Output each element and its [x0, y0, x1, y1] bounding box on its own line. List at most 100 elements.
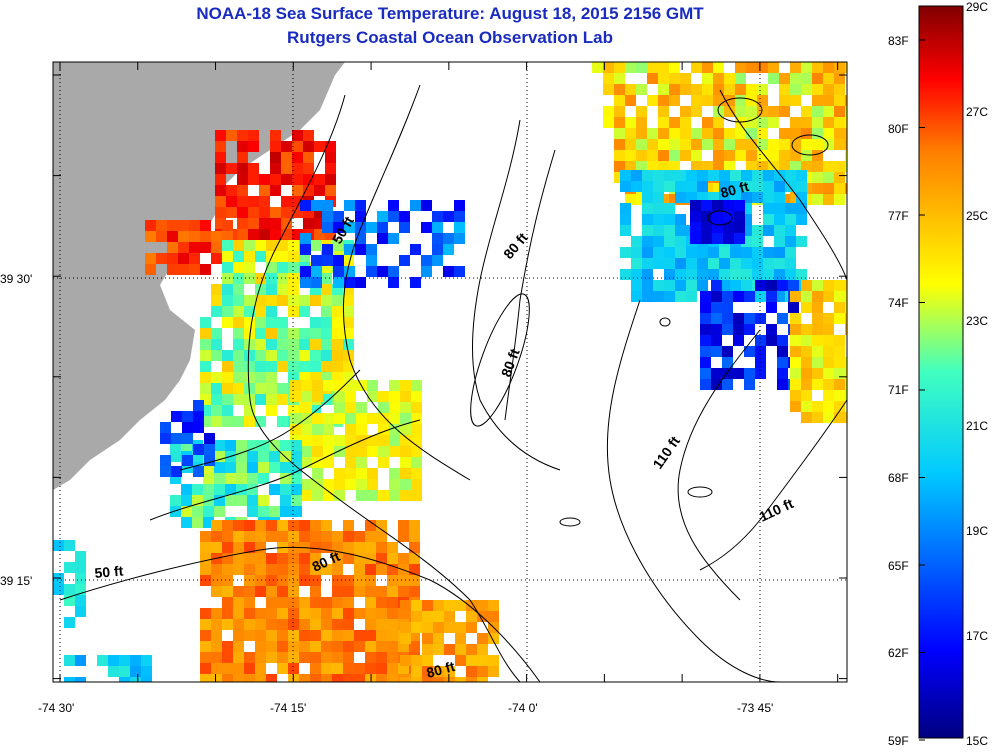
- sst-pixel: [845, 161, 847, 172]
- sst-pixel: [675, 214, 686, 225]
- map-subtitle: Rutgers Coastal Ocean Observation Lab: [287, 28, 613, 47]
- sst-pixel: [344, 222, 355, 233]
- sst-pixel: [332, 652, 343, 663]
- sst-pixel: [291, 462, 302, 473]
- sst-pixel: [444, 622, 455, 633]
- sst-pixel: [222, 586, 233, 597]
- contour-label: 80 ft: [719, 178, 751, 201]
- sst-pixel: [170, 473, 181, 484]
- sst-pixel: [345, 468, 356, 479]
- sst-pixel: [669, 62, 680, 73]
- sst-pixel: [752, 258, 763, 269]
- sst-pixel: [259, 207, 270, 218]
- sst-pixel: [812, 128, 823, 139]
- sst-pixel: [214, 506, 225, 517]
- sst-pixel: [215, 196, 226, 207]
- sst-pixel: [277, 553, 288, 564]
- sst-pixel: [712, 222, 723, 233]
- sst-pixel: [399, 211, 410, 222]
- sst-pixel: [222, 564, 233, 575]
- sst-pixel: [270, 185, 281, 196]
- sst-pixel: [790, 291, 801, 302]
- sst-pixel: [255, 674, 266, 682]
- sst-pixel: [686, 181, 697, 192]
- sst-pixel: [774, 203, 785, 214]
- sst-pixel: [322, 211, 333, 222]
- sst-pixel: [411, 424, 422, 435]
- sst-pixel: [248, 141, 259, 152]
- sst-pixel: [774, 181, 785, 192]
- sst-pixel: [658, 139, 669, 150]
- sst-pixel: [255, 372, 266, 383]
- sst-pixel: [691, 139, 702, 150]
- sst-pixel: [366, 266, 377, 277]
- sst-pixel: [730, 181, 741, 192]
- sst-pixel: [200, 531, 211, 542]
- sst-pixel: [642, 203, 653, 214]
- sst-pixel: [255, 564, 266, 575]
- sst-pixel: [225, 484, 236, 495]
- sst-pixel: [812, 73, 823, 84]
- sst-pixel: [288, 240, 299, 251]
- sst-pixel: [211, 630, 222, 641]
- sst-pixel: [343, 641, 354, 652]
- sst-pixel: [266, 372, 277, 383]
- sst-pixel: [355, 233, 366, 244]
- sst-pixel: [214, 473, 225, 484]
- sst-pixel: [344, 277, 355, 288]
- sst-pixel: [312, 380, 323, 391]
- sst-pixel: [801, 280, 812, 291]
- sst-pixel: [233, 553, 244, 564]
- sst-pixel: [280, 484, 291, 495]
- sst-pixel: [790, 128, 801, 139]
- sst-pixel: [266, 394, 277, 405]
- sst-pixel: [730, 269, 741, 280]
- sst-pixel: [744, 368, 755, 379]
- sst-pixel: [812, 280, 823, 291]
- sst-pixel: [812, 183, 823, 194]
- colorbar-c-label: 19C: [966, 524, 988, 538]
- sst-pixel: [200, 361, 211, 372]
- sst-pixel: [367, 380, 378, 391]
- sst-pixel: [303, 207, 314, 218]
- sst-pixel: [845, 313, 847, 324]
- sst-pixel: [266, 262, 277, 273]
- sst-pixel: [664, 280, 675, 291]
- sst-pixel: [675, 192, 686, 203]
- sst-pixel: [658, 84, 669, 95]
- sst-pixel: [757, 62, 768, 73]
- sst-pixel: [845, 106, 847, 117]
- sst-pixel: [119, 677, 130, 682]
- sst-pixel: [356, 479, 367, 490]
- sst-pixel: [303, 218, 314, 229]
- sst-pixel: [812, 412, 823, 423]
- sst-pixel: [785, 247, 796, 258]
- sst-pixel: [432, 244, 443, 255]
- sst-pixel: [301, 457, 312, 468]
- sst-pixel: [321, 641, 332, 652]
- sst-pixel: [141, 677, 152, 682]
- sst-pixel: [354, 674, 365, 682]
- sst-pixel: [746, 62, 757, 73]
- sst-pixel: [785, 236, 796, 247]
- colorbar-f-label: 59F: [888, 734, 909, 748]
- sst-pixel: [321, 284, 332, 295]
- sst-pixel: [620, 247, 631, 258]
- sst-pixel: [301, 490, 312, 501]
- sst-pixel: [355, 244, 366, 255]
- sst-pixel: [365, 641, 376, 652]
- sst-pixel: [344, 200, 355, 211]
- sst-pixel: [345, 479, 356, 490]
- sst-pixel: [343, 674, 354, 682]
- sst-pixel: [300, 233, 311, 244]
- sst-pixel: [378, 457, 389, 468]
- sst-pixel: [653, 236, 664, 247]
- sst-pixel: [255, 284, 266, 295]
- sst-pixel: [266, 553, 277, 564]
- sst-pixel: [768, 139, 779, 150]
- sst-pixel: [746, 117, 757, 128]
- colorbar-c-label: 27C: [966, 105, 988, 119]
- sst-pixel: [145, 220, 156, 231]
- sst-pixel: [299, 608, 310, 619]
